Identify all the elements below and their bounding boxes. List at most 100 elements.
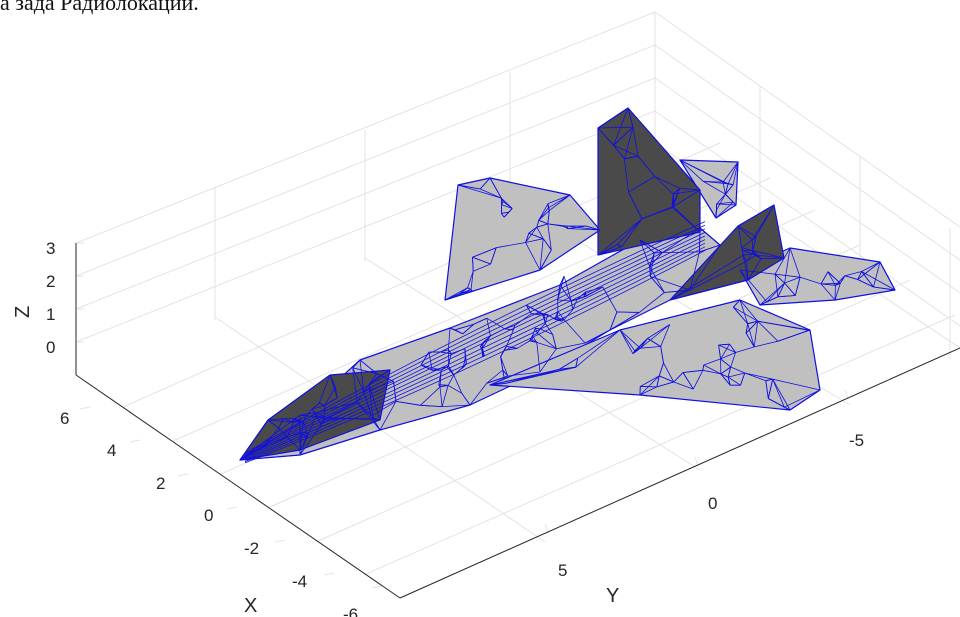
right-wing-mesh-edge bbox=[729, 343, 736, 353]
y-axis-line bbox=[399, 347, 960, 599]
fuselage-mesh-edge bbox=[462, 323, 475, 335]
left-fin-mesh-edge bbox=[624, 158, 629, 193]
right-wing-mesh-edge bbox=[765, 378, 773, 382]
left-fin-mesh-edge bbox=[621, 218, 643, 247]
left-stabilizer-mesh-edge bbox=[679, 159, 704, 182]
left-wing-mesh-edge bbox=[547, 223, 564, 227]
left-stabilizer-mesh-edge bbox=[732, 201, 737, 206]
fuselage-mesh-edge bbox=[473, 317, 487, 325]
grid-line bbox=[75, 11, 656, 244]
right-stabilizer-mesh-edge bbox=[879, 261, 896, 291]
right-stabilizer-mesh-edge bbox=[759, 301, 768, 306]
left-stabilizer-mesh-edge bbox=[715, 201, 734, 219]
right-wing-mesh-edge bbox=[673, 372, 684, 383]
right-fin-mesh-edge bbox=[737, 225, 753, 241]
right-stabilizer-mesh-edge bbox=[844, 271, 862, 277]
fuselage-mesh-edge bbox=[379, 401, 397, 431]
left-wing-mesh-edge bbox=[467, 287, 473, 292]
fuselage-mesh-edge bbox=[448, 365, 455, 376]
nose-mesh-edge bbox=[334, 386, 338, 398]
page-caption: а зада Радиолокации. bbox=[0, 0, 199, 15]
right-wing-mesh-edge bbox=[663, 362, 675, 383]
fuselage-mesh-edge bbox=[536, 342, 541, 373]
fuselage-mesh-edge bbox=[441, 365, 449, 371]
left-wing-mesh-edge bbox=[547, 194, 571, 204]
left-fin-mesh-edge bbox=[641, 207, 673, 220]
left-wing-mesh-edge bbox=[536, 227, 544, 239]
right-wing-mesh-edge bbox=[656, 381, 674, 388]
right-wing-mesh-edge bbox=[634, 338, 648, 352]
x-tick-mark bbox=[274, 539, 286, 543]
fuselage-mesh-edge bbox=[239, 414, 301, 461]
left-stabilizer-mesh-edge bbox=[725, 184, 734, 195]
y-tick-mark bbox=[544, 523, 549, 534]
left-fin-mesh-edge bbox=[627, 107, 634, 128]
right-stabilizer-mesh-edge bbox=[861, 271, 896, 291]
right-fin-mesh-edge bbox=[755, 254, 785, 259]
right-stabilizer-mesh-edge bbox=[784, 276, 801, 284]
left-stabilizer-mesh-edge bbox=[716, 201, 734, 205]
left-fin-mesh-edge bbox=[654, 176, 680, 189]
right-wing-mesh-edge bbox=[754, 340, 778, 348]
left-wing-mesh-edge bbox=[467, 271, 474, 288]
right-wing-mesh-edge bbox=[735, 346, 755, 353]
right-stabilizer-mesh-edge bbox=[820, 283, 836, 286]
right-stabilizer-mesh-edge bbox=[844, 275, 858, 280]
left-wing-mesh-edge bbox=[566, 225, 601, 231]
right-stabilizer-mesh-edge bbox=[766, 282, 785, 303]
right-stabilizer-mesh-edge bbox=[857, 271, 862, 280]
left-wing-mesh-edge bbox=[549, 194, 571, 211]
left-wing-mesh-edge bbox=[525, 226, 538, 243]
left-wing-mesh-edge bbox=[508, 208, 513, 213]
right-fin-mesh-edge bbox=[669, 254, 744, 301]
right-wing-mesh-edge bbox=[789, 389, 821, 411]
nose-mesh-edge bbox=[320, 419, 329, 425]
z-tick-label: 1 bbox=[46, 305, 55, 324]
right-wing-mesh-edge bbox=[740, 372, 746, 386]
left-stabilizer-mesh-edge bbox=[728, 183, 734, 186]
left-wing-mesh-edge bbox=[457, 184, 481, 190]
right-stabilizer-mesh-edge bbox=[774, 247, 791, 275]
right-wing-mesh-edge bbox=[647, 338, 661, 347]
right-fin-mesh-edge bbox=[737, 225, 757, 238]
fuselage-mesh-edge bbox=[699, 227, 721, 246]
right-stabilizer-mesh-edge bbox=[827, 271, 841, 284]
right-wing-mesh-edge bbox=[658, 362, 664, 377]
fuselage-mesh-edge bbox=[420, 386, 441, 406]
right-stabilizer-mesh-edge bbox=[857, 261, 881, 280]
y-tick-label: -5 bbox=[849, 431, 864, 450]
right-stabilizer-mesh-edge bbox=[820, 271, 829, 285]
left-fin-mesh-edge bbox=[597, 246, 623, 256]
left-fin-mesh-edge bbox=[597, 107, 629, 129]
left-wing-mesh-edge bbox=[489, 177, 504, 202]
left-fin-mesh-edge bbox=[613, 107, 629, 146]
left-wing-mesh-edge bbox=[501, 204, 513, 209]
right-fin-mesh-edge bbox=[737, 225, 743, 248]
right-wing-mesh-edge bbox=[720, 366, 731, 375]
fuselage-long-edge bbox=[244, 246, 706, 462]
fuselage-mesh-edge bbox=[539, 328, 553, 335]
fuselage-mesh-edge bbox=[356, 401, 372, 417]
left-wing-mesh-edge bbox=[480, 188, 502, 199]
right-wing-mesh-edge bbox=[505, 366, 576, 384]
left-wing-mesh-edge bbox=[528, 232, 544, 240]
fuselage-mesh-edge bbox=[482, 335, 491, 343]
y-tick-label: 0 bbox=[708, 494, 717, 513]
right-stabilizer-mesh-edge bbox=[827, 271, 836, 286]
right-wing-mesh-edge bbox=[682, 369, 703, 373]
right-wing-mesh-edge bbox=[733, 306, 749, 324]
left-wing-mesh-edge bbox=[457, 177, 491, 186]
fuselage-mesh-edge bbox=[552, 334, 557, 349]
fuselage-mesh-edge bbox=[454, 323, 474, 331]
right-stabilizer-mesh-edge bbox=[839, 275, 846, 284]
fuselage-mesh-edge bbox=[572, 299, 578, 310]
right-wing-mesh-edge bbox=[660, 324, 671, 347]
left-wing-mesh-edge bbox=[568, 225, 586, 229]
left-fin-mesh-edge bbox=[672, 193, 674, 208]
nose-mesh-edge bbox=[267, 418, 284, 421]
right-stabilizer-mesh-edge bbox=[784, 282, 796, 296]
right-fin-mesh-edge bbox=[747, 258, 762, 281]
right-stabilizer-mesh-edge bbox=[759, 282, 785, 306]
right-wing-mesh-edge bbox=[784, 406, 791, 411]
right-wing-mesh-edge bbox=[727, 376, 741, 386]
